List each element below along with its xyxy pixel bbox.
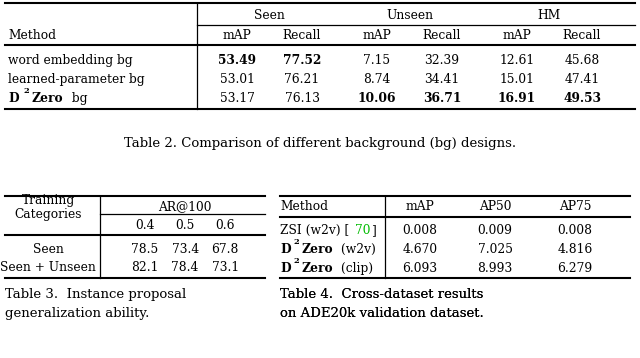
- Text: Unseen: Unseen: [386, 9, 433, 21]
- Text: D: D: [280, 243, 291, 256]
- Text: 77.52: 77.52: [283, 54, 321, 67]
- Text: mAP: mAP: [363, 29, 392, 42]
- Text: AR@100: AR@100: [158, 200, 212, 213]
- Text: D: D: [8, 92, 19, 105]
- Text: Table 3.  Instance proposal
generalization ability.: Table 3. Instance proposal generalizatio…: [5, 288, 186, 320]
- Text: 82.1: 82.1: [131, 261, 159, 274]
- Text: AP75: AP75: [559, 200, 591, 213]
- Text: ]: ]: [371, 224, 376, 237]
- Text: D: D: [280, 262, 291, 275]
- Text: Seen + Unseen: Seen + Unseen: [0, 261, 96, 274]
- Text: mAP: mAP: [502, 29, 531, 42]
- Text: Seen: Seen: [33, 243, 63, 256]
- Text: Recall: Recall: [283, 29, 321, 42]
- Text: HM: HM: [538, 9, 561, 21]
- Text: Seen: Seen: [254, 9, 285, 21]
- Text: mAP: mAP: [406, 200, 435, 213]
- Text: 78.5: 78.5: [131, 243, 159, 256]
- Text: 45.68: 45.68: [564, 54, 600, 67]
- Text: Zero: Zero: [31, 92, 63, 105]
- Text: Table 4.  Cross-dataset results
on ADE20k validation dataset.: Table 4. Cross-dataset results on ADE20k…: [280, 288, 484, 320]
- Text: 0.008: 0.008: [403, 224, 438, 237]
- Text: learned-parameter bg: learned-parameter bg: [8, 73, 145, 86]
- Text: 36.71: 36.71: [423, 92, 461, 105]
- Text: 78.4: 78.4: [172, 261, 199, 274]
- Text: 32.39: 32.39: [424, 54, 460, 67]
- Text: Table 2. Comparison of different background (bg) designs.: Table 2. Comparison of different backgro…: [124, 137, 516, 150]
- Text: 76.13: 76.13: [285, 92, 319, 105]
- Text: 10.06: 10.06: [358, 92, 396, 105]
- Text: 7.15: 7.15: [364, 54, 390, 67]
- Text: ZSI (w2v) [: ZSI (w2v) [: [280, 224, 349, 237]
- Text: 16.91: 16.91: [498, 92, 536, 105]
- Text: 53.49: 53.49: [218, 54, 256, 67]
- Text: 53.17: 53.17: [220, 92, 255, 105]
- Text: 15.01: 15.01: [500, 73, 534, 86]
- Text: 4.670: 4.670: [403, 243, 438, 256]
- Text: 70: 70: [355, 224, 371, 237]
- Text: (w2v): (w2v): [337, 243, 376, 256]
- Text: Method: Method: [8, 29, 56, 42]
- Text: Training: Training: [21, 194, 75, 207]
- Text: 6.093: 6.093: [403, 262, 438, 275]
- Text: 7.025: 7.025: [477, 243, 513, 256]
- Text: 49.53: 49.53: [563, 92, 601, 105]
- Text: 8.74: 8.74: [364, 73, 390, 86]
- Text: 0.009: 0.009: [477, 224, 513, 237]
- Text: Categories: Categories: [14, 208, 82, 221]
- Text: 76.21: 76.21: [284, 73, 319, 86]
- Text: bg: bg: [68, 92, 88, 105]
- Text: AP50: AP50: [479, 200, 511, 213]
- Text: 34.41: 34.41: [424, 73, 460, 86]
- Text: 53.01: 53.01: [220, 73, 255, 86]
- Text: 0.4: 0.4: [135, 219, 155, 232]
- Text: 8.993: 8.993: [477, 262, 513, 275]
- Text: Recall: Recall: [423, 29, 461, 42]
- Text: 47.41: 47.41: [564, 73, 600, 86]
- Text: 2: 2: [293, 238, 299, 246]
- Text: mAP: mAP: [223, 29, 252, 42]
- Text: 6.279: 6.279: [557, 262, 593, 275]
- Text: 0.008: 0.008: [557, 224, 593, 237]
- Text: 2: 2: [293, 257, 299, 265]
- Text: Table 4.  Cross-dataset results
on ADE20k validation dataset.: Table 4. Cross-dataset results on ADE20k…: [280, 288, 484, 320]
- Text: word embedding bg: word embedding bg: [8, 54, 132, 67]
- Text: Zero: Zero: [301, 243, 333, 256]
- Text: (clip): (clip): [337, 262, 373, 275]
- Text: 73.4: 73.4: [172, 243, 199, 256]
- Text: Recall: Recall: [563, 29, 601, 42]
- Text: 0.6: 0.6: [216, 219, 235, 232]
- Text: 0.5: 0.5: [175, 219, 195, 232]
- Text: 73.1: 73.1: [212, 261, 239, 274]
- Text: 4.816: 4.816: [557, 243, 593, 256]
- Text: 2: 2: [23, 87, 29, 95]
- Text: Zero: Zero: [301, 262, 333, 275]
- Text: 67.8: 67.8: [211, 243, 239, 256]
- Text: Method: Method: [280, 200, 328, 213]
- Text: 12.61: 12.61: [499, 54, 534, 67]
